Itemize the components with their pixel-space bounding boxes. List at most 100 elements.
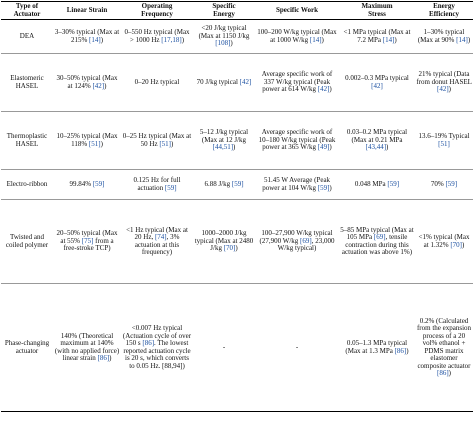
actuator-name-cell: Elastomeric HASEL (1, 53, 53, 112)
cell-text: 0.002–0.3 MPa typical (345, 74, 409, 82)
citation-link[interactable]: [42] (371, 81, 383, 90)
cell-text-tail: ) (235, 244, 238, 253)
header-maximum-stress: Maximum Stress (339, 1, 415, 20)
citation-link[interactable]: [59] (445, 179, 458, 188)
linear-strain-cell: 20–50% typical (Max at 55% [75] from a f… (53, 199, 121, 284)
citation-link[interactable]: [86] (394, 346, 407, 355)
specific-work-cell: 100–27,900 W/kg typical (27,900 W/kg [69… (255, 199, 339, 284)
citation-link[interactable]: [59] (387, 179, 400, 188)
cell-text: 70% (430, 179, 444, 188)
citation-link[interactable]: [14] (309, 35, 322, 44)
cell-text: <0.007 Hz typical (Actuation cycle of ov… (122, 324, 192, 347)
citation-link[interactable]: [51] (438, 139, 450, 148)
energy-efficiency-cell: <1% typical (Max at 1.32% [70]) (415, 199, 473, 284)
citation-link[interactable]: [108] (215, 39, 231, 48)
maximum-stress-cell: 0.048 MPa [59] (339, 169, 415, 200)
citation-link[interactable]: [86] (97, 354, 110, 362)
cell-text: 20–50% typical (Max at 55% (56, 229, 118, 245)
cell-text: 0–550 Hz typical (Max > 1000 Hz (124, 28, 190, 44)
actuator-name-cell: Twisted and coiled polymer (1, 199, 53, 284)
header-energy-efficiency: Energy Efficiency (415, 1, 473, 20)
actuator-name-cell: Electro-ribbon (1, 169, 53, 200)
table-row: Electro-ribbon 99.84% [59] 0.125 Hz for fu… (1, 169, 473, 200)
citation-link[interactable]: [59] (317, 183, 330, 192)
cell-text: 21% typical (Data from donut HASEL (416, 70, 472, 86)
cell-text: 6.88 J/kg (204, 179, 231, 188)
citation-link[interactable]: [42] (436, 85, 449, 94)
cell-text-tail: ) (321, 35, 324, 44)
cell-text-tail: ) (100, 139, 103, 148)
cell-text: 5–85 MPa typical (Max at 105 MPa (340, 225, 414, 241)
cell-text-tail: ) (181, 35, 185, 44)
citation-link[interactable]: [74] (154, 233, 167, 241)
cell-text: 100–200 W/kg typical (Max at 1000 W/kg (257, 28, 337, 44)
cell-text-tail: , 3% actuation at this frequency) (134, 233, 180, 256)
energy-efficiency-cell: 0.2% (Calculated from the expansion proc… (415, 283, 473, 412)
citation-link[interactable]: [70] (223, 244, 236, 253)
cell-text: 0.05–1.3 MPa typical (Max at 1.3 MPa (345, 339, 408, 355)
header-operating-frequency: Operating Frequency (121, 1, 193, 20)
actuator-name-cell: DEA (1, 19, 53, 54)
cell-text-tail: ) (329, 143, 332, 152)
cell-text: <1 Hz typical (Max at 20 Hz, (126, 225, 188, 241)
citation-link[interactable]: [86] (142, 339, 155, 347)
cell-text: 100–27,900 W/kg typical (27,900 W/kg (259, 229, 333, 245)
maximum-stress-cell: 0.002–0.3 MPa typical [42] (339, 53, 415, 112)
cell-text-tail: ) (329, 85, 332, 94)
citation-link[interactable]: [51] (88, 139, 101, 148)
citation-link[interactable]: [70] (450, 240, 462, 249)
citation-link[interactable]: [14] (382, 35, 395, 44)
citation-link[interactable]: [44,51] (212, 143, 234, 152)
cell-text-tail: ) (386, 143, 389, 152)
energy-efficiency-cell: 70% [59] (415, 169, 473, 200)
specific-energy-cell: 5–12 J/kg typical (Max at 12 J/kg [44,51… (193, 111, 255, 170)
cell-text-tail: ) (329, 183, 332, 192)
cell-text-tail: ) (467, 35, 471, 44)
maximum-stress-cell: 0.03–0.2 MPa typical (Max at 0.21 MPa [4… (339, 111, 415, 170)
header-linear-strain: Linear Strain (53, 1, 121, 20)
citation-link[interactable]: [69] (300, 236, 312, 245)
specific-work-cell: 51.45 W Average (Peak power at 104 W/kg … (255, 169, 339, 200)
citation-link[interactable]: [43,44] (365, 143, 387, 152)
actuator-name-cell: Thermoplastic HASEL (1, 111, 53, 170)
cell-text-tail: ) (394, 35, 397, 44)
cell-text-tail: ) (406, 346, 409, 355)
cell-text: - (222, 342, 226, 351)
operating-frequency-cell: 0–20 Hz typical (121, 53, 193, 112)
cell-text-tail: ) (233, 143, 236, 152)
citation-link[interactable]: [75] (81, 236, 94, 245)
citation-link[interactable]: [69] (373, 233, 386, 241)
table-row: DEA 3–30% typical (Max at 215% [14]) 0–550… (1, 19, 473, 54)
citation-link[interactable]: [14] (456, 35, 468, 44)
cell-text: <1% typical (Max at 1.32% (418, 233, 470, 249)
citation-link[interactable]: [42] (92, 81, 105, 90)
citation-link[interactable]: [14] (89, 35, 101, 44)
table-row: Elastomeric HASEL 30–50% typical (Max at … (1, 53, 473, 112)
citation-link[interactable]: [51] (159, 139, 171, 148)
cell-text: 30–50% typical (Max at 124% (56, 74, 118, 90)
citation-link[interactable]: [59] (164, 183, 177, 192)
citation-link[interactable]: [49] (317, 143, 330, 152)
cell-text-tail: ) (109, 354, 112, 362)
citation-link[interactable]: [86] (436, 369, 449, 377)
cell-text-tail: ) (448, 369, 451, 377)
cell-text-tail: . The lowest reported actuation cycle is… (123, 339, 191, 370)
citation-link[interactable]: [59] (92, 179, 105, 188)
linear-strain-cell: 99.84% [59] (53, 169, 121, 200)
specific-energy-cell: - (193, 283, 255, 412)
specific-energy-cell: 1000–2000 J/kg typical (Max at 2480 J/kg… (193, 199, 255, 284)
cell-text: <20 J/kg typical (Max at 1150 J/kg (198, 24, 250, 40)
citation-link[interactable]: [17,18] (161, 35, 182, 44)
citation-link[interactable]: [42] (239, 77, 252, 86)
cell-text-tail: from a free-stroke TCP) (63, 236, 114, 253)
citation-link[interactable]: [42] (317, 85, 330, 94)
cell-text: - (295, 342, 299, 351)
maximum-stress-cell: 5–85 MPa typical (Max at 105 MPa [69], t… (339, 199, 415, 284)
header-specific-energy: Specific Energy (193, 1, 255, 20)
cell-text-tail: ) (448, 85, 451, 94)
specific-energy-cell: <20 J/kg typical (Max at 1150 J/kg [108]… (193, 19, 255, 54)
energy-efficiency-cell: 1–30% typical (Max at 90% [14]) (415, 19, 473, 54)
cell-text-tail: , tensile contraction during this actuat… (341, 233, 413, 256)
citation-link[interactable]: [59] (231, 179, 244, 188)
